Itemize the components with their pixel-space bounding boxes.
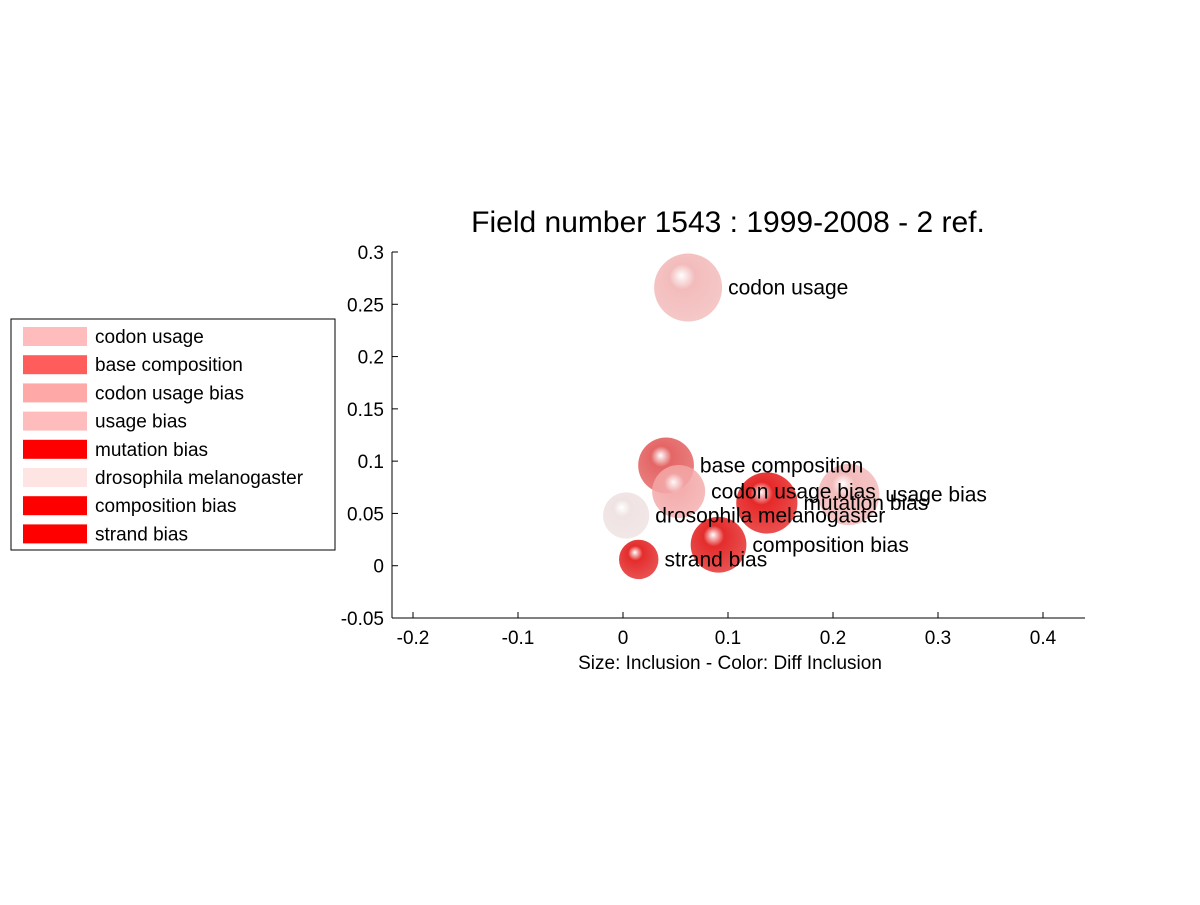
point-label: usage bias	[885, 484, 987, 507]
legend-label: composition bias	[95, 496, 237, 517]
y-tick-label: 0.25	[347, 295, 384, 316]
point-label: mutation bias	[803, 492, 928, 515]
legend-swatch	[23, 411, 87, 431]
point-label: codon usage	[728, 277, 848, 300]
legend-label: base composition	[95, 355, 243, 376]
point-label: codon usage bias	[711, 480, 876, 503]
point-label: composition bias	[752, 534, 908, 557]
legend-swatch	[23, 496, 87, 516]
legend-label: strand bias	[95, 524, 188, 545]
x-axis-label: Size: Inclusion - Color: Diff Inclusion	[578, 653, 882, 674]
bubble-point	[736, 472, 798, 534]
legend-swatch	[23, 439, 87, 459]
x-tick-label: 0	[618, 628, 629, 649]
bubble-point	[818, 464, 880, 526]
legend-swatch	[23, 327, 87, 346]
axes: -0.2 -0.1 0 0.1 0.2 0.3 0.4 -0.05 0 0.05 0.1 0.15 0.…	[341, 243, 1085, 649]
legend-swatch	[23, 524, 87, 544]
point-label: strand bias	[664, 548, 767, 571]
y-tick-label: -0.05	[341, 609, 384, 630]
legend-swatch	[23, 383, 87, 403]
legend-label: usage bias	[95, 412, 187, 433]
x-tick-label: -0.2	[397, 628, 430, 649]
x-tick-label: 0.1	[715, 628, 741, 649]
y-tick-label: 0.3	[358, 243, 384, 264]
x-tick-label: -0.1	[502, 628, 535, 649]
y-tick-label: 0.2	[358, 348, 384, 369]
point-labels: codon usage base composition codon usage b…	[655, 277, 987, 572]
x-tick-label: 0.4	[1030, 628, 1057, 649]
y-tick-label: 0.15	[347, 400, 384, 421]
x-tick-label: 0.2	[820, 628, 846, 649]
bubble-point	[690, 516, 747, 573]
legend-label: drosophila melanogaster	[95, 468, 304, 489]
point-label: base composition	[700, 454, 863, 477]
y-tick-label: 0.1	[358, 452, 384, 473]
legend-swatch	[23, 468, 87, 487]
y-tick-label: 0.05	[347, 504, 384, 525]
bubble-point	[603, 492, 650, 539]
legend-label: codon usage	[95, 327, 204, 348]
bubble-point	[654, 253, 723, 322]
bubble-point	[619, 539, 659, 580]
legend-label: mutation bias	[95, 440, 208, 461]
y-tick-label: 0	[373, 557, 384, 578]
chart-title: Field number 1543 : 1999-2008 - 2 ref.	[471, 206, 985, 239]
bubbles	[603, 253, 880, 580]
point-label: drosophila melanogaster	[655, 505, 885, 528]
x-tick-label: 0.3	[925, 628, 951, 649]
bubble-point	[652, 464, 706, 518]
legend-swatch	[23, 355, 87, 375]
legend: codon usage base composition codon usage b…	[10, 318, 336, 551]
legend-label: codon usage bias	[95, 383, 244, 404]
